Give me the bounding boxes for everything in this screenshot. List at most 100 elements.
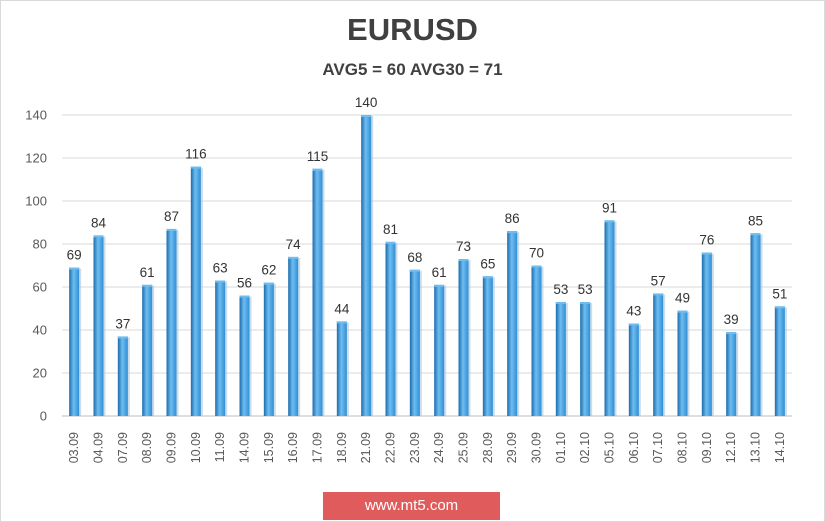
bar-cap	[677, 310, 688, 313]
x-tick-label: 12.10	[724, 432, 738, 463]
x-tick-label: 21.09	[359, 432, 373, 463]
x-tick-label: 14.09	[238, 432, 252, 463]
bar-cap	[726, 332, 737, 335]
bar-cap	[482, 276, 493, 279]
data-label: 87	[164, 209, 179, 224]
data-label: 53	[578, 282, 593, 297]
bar-cap	[507, 231, 518, 234]
bar	[604, 220, 615, 416]
bar-cap	[93, 235, 104, 238]
x-axis: 03.09 04.09 07.09 08.09 09.09 10.09 11.09 14.09…	[67, 432, 787, 463]
x-tick-label: 22.09	[384, 432, 398, 463]
bar-cap	[142, 284, 153, 287]
data-label: 61	[140, 265, 155, 280]
bar	[628, 323, 639, 416]
bar	[677, 310, 688, 416]
bar	[263, 282, 274, 416]
x-tick-label: 17.09	[311, 432, 325, 463]
bar-cap	[701, 252, 712, 255]
data-label: 85	[748, 213, 763, 228]
bar-cap	[385, 241, 396, 244]
bar	[409, 269, 420, 416]
bar-group	[312, 168, 325, 416]
data-label: 69	[67, 248, 82, 263]
bar-cap	[580, 302, 591, 305]
bar-cap	[263, 282, 274, 285]
bar	[701, 252, 712, 416]
bar-group	[69, 267, 82, 416]
bars	[69, 115, 787, 416]
bar	[434, 284, 445, 416]
bar-group	[142, 284, 155, 416]
data-label: 140	[355, 95, 378, 110]
bar-cap	[750, 233, 761, 236]
bar-group	[531, 265, 544, 416]
bar-group	[580, 302, 593, 416]
bar-cap	[117, 336, 128, 339]
bar	[750, 233, 761, 416]
bar	[93, 235, 104, 416]
bar-cap	[531, 265, 542, 268]
bar	[336, 321, 347, 416]
bar	[312, 168, 323, 416]
data-label: 37	[115, 316, 130, 331]
data-label: 62	[261, 263, 276, 278]
data-label: 116	[185, 147, 207, 162]
data-label: 56	[237, 276, 252, 291]
x-tick-label: 04.09	[92, 432, 106, 463]
bar	[774, 306, 785, 416]
bar-cap	[336, 321, 347, 324]
bar-cap	[774, 306, 785, 309]
data-label: 57	[651, 273, 666, 288]
x-tick-label: 08.10	[676, 432, 690, 463]
y-tick-label: 60	[33, 280, 47, 295]
bar	[361, 115, 372, 416]
y-tick-label: 20	[33, 366, 47, 381]
bar-group	[166, 228, 179, 416]
bar	[507, 231, 518, 416]
bar-group	[215, 280, 228, 416]
data-label: 43	[626, 304, 641, 319]
data-label: 49	[675, 291, 690, 306]
bar	[142, 284, 153, 416]
data-label: 73	[456, 239, 471, 254]
bar-group	[190, 166, 203, 416]
x-tick-label: 09.10	[700, 432, 714, 463]
bar-group	[774, 306, 787, 416]
bar	[726, 332, 737, 416]
x-tick-label: 18.09	[335, 432, 349, 463]
y-tick-label: 140	[25, 108, 47, 123]
x-tick-label: 24.09	[432, 432, 446, 463]
bar	[239, 295, 250, 416]
bar-group	[117, 336, 130, 416]
data-label: 39	[724, 312, 739, 327]
data-label: 91	[602, 200, 617, 215]
x-tick-label: 01.10	[554, 432, 568, 463]
data-label: 68	[407, 250, 422, 265]
data-label: 115	[307, 149, 329, 164]
bar-group	[239, 295, 252, 416]
bar-group	[628, 323, 641, 416]
bar	[385, 241, 396, 416]
bar-group	[750, 233, 763, 416]
bar-cap	[215, 280, 226, 283]
x-tick-label: 03.09	[67, 432, 81, 463]
data-label: 53	[553, 282, 568, 297]
data-label: 61	[432, 265, 447, 280]
x-tick-label: 11.09	[213, 432, 227, 462]
y-tick-label: 120	[25, 151, 47, 166]
bar-group	[361, 115, 374, 416]
chart-title: EURUSD	[347, 12, 478, 47]
y-tick-label: 40	[33, 323, 47, 338]
bar-cap	[190, 166, 201, 169]
bar-cap	[166, 228, 177, 231]
bar-group	[263, 282, 276, 416]
bar	[288, 256, 299, 416]
bar-cap	[604, 220, 615, 223]
bar-group	[93, 235, 106, 416]
x-tick-label: 29.09	[505, 432, 519, 463]
data-label: 63	[213, 261, 228, 276]
data-label: 84	[91, 215, 107, 230]
bar-cap	[458, 259, 469, 262]
data-label: 51	[772, 286, 787, 301]
